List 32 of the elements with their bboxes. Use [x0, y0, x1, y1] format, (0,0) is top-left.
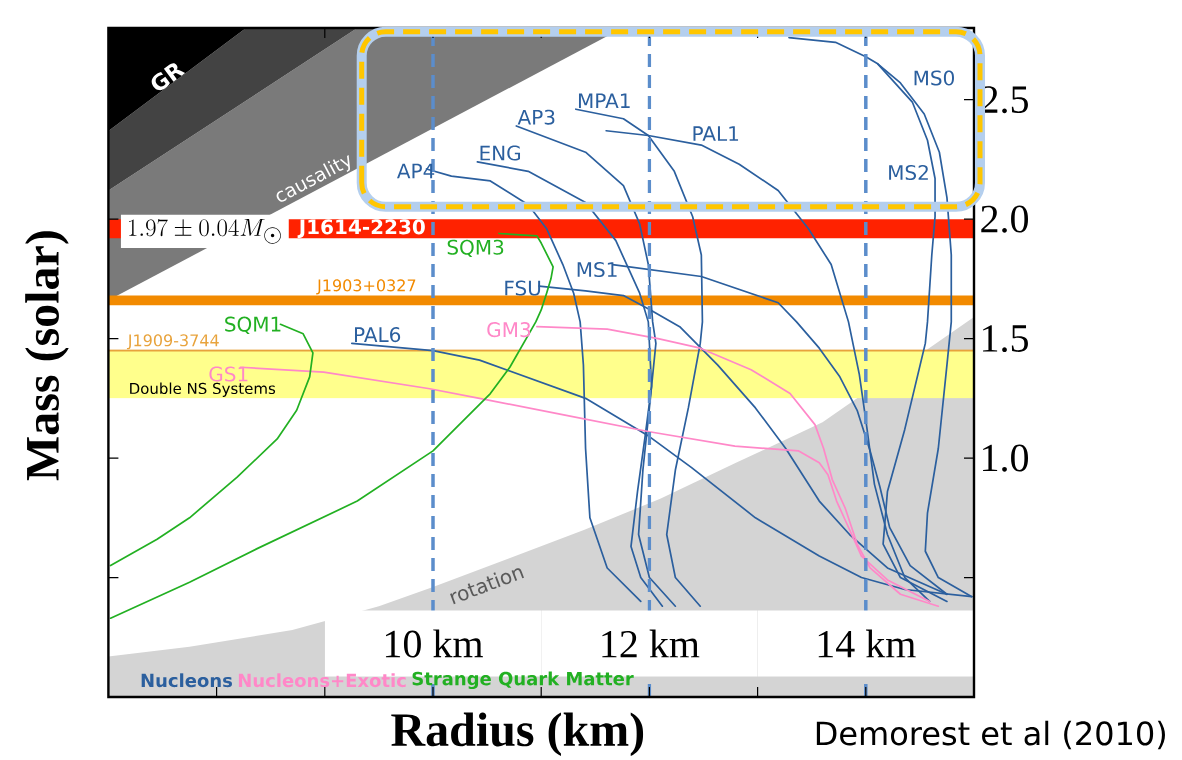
y-tick-label: 1.5	[983, 325, 1028, 353]
series-label: SQM1	[225, 316, 281, 334]
series-label: AP4	[397, 163, 435, 179]
ref-line-label: 12 km	[602, 629, 700, 658]
x-axis-title: Radius (km)	[391, 712, 644, 757]
band-label: J1903+0327	[316, 279, 416, 295]
y-axis-title: Mass (solar)	[25, 231, 69, 481]
series-label: MS1	[577, 261, 617, 278]
annotation: Strange Quark Matter	[412, 671, 634, 690]
series-label: GS1	[209, 366, 248, 382]
y-tick-label: 2.0	[981, 205, 1029, 233]
annotation: Nucleons	[141, 673, 233, 688]
ref-line-label: 10 km	[385, 629, 483, 658]
series-label: MPA1	[578, 93, 630, 109]
band-label: Double NS Systems	[130, 382, 276, 397]
band-label: J1614-2230	[297, 219, 425, 239]
series-label: ENG	[480, 145, 521, 161]
series-label: GM3	[487, 322, 531, 338]
annotation: GR	[151, 63, 186, 91]
annotation: $1.97\pm0.04M_{\odot}$	[129, 218, 281, 244]
series-label: AP3	[517, 109, 555, 125]
text: Demorest et al (2010)	[816, 720, 1165, 750]
series-label: PAL6	[355, 327, 401, 343]
series-label: MS2	[889, 164, 928, 181]
y-tick-label: 1.0	[983, 444, 1029, 472]
ref-line-label: J1909-3744	[126, 334, 219, 350]
series-label: FSU	[505, 280, 541, 296]
series-label: MS0	[914, 70, 954, 86]
annotation: Nucleons+Exotic	[238, 673, 406, 688]
series-label: PAL1	[693, 126, 739, 141]
series-label: SQM3	[447, 239, 504, 258]
ref-line-label: 14 km	[818, 629, 916, 658]
